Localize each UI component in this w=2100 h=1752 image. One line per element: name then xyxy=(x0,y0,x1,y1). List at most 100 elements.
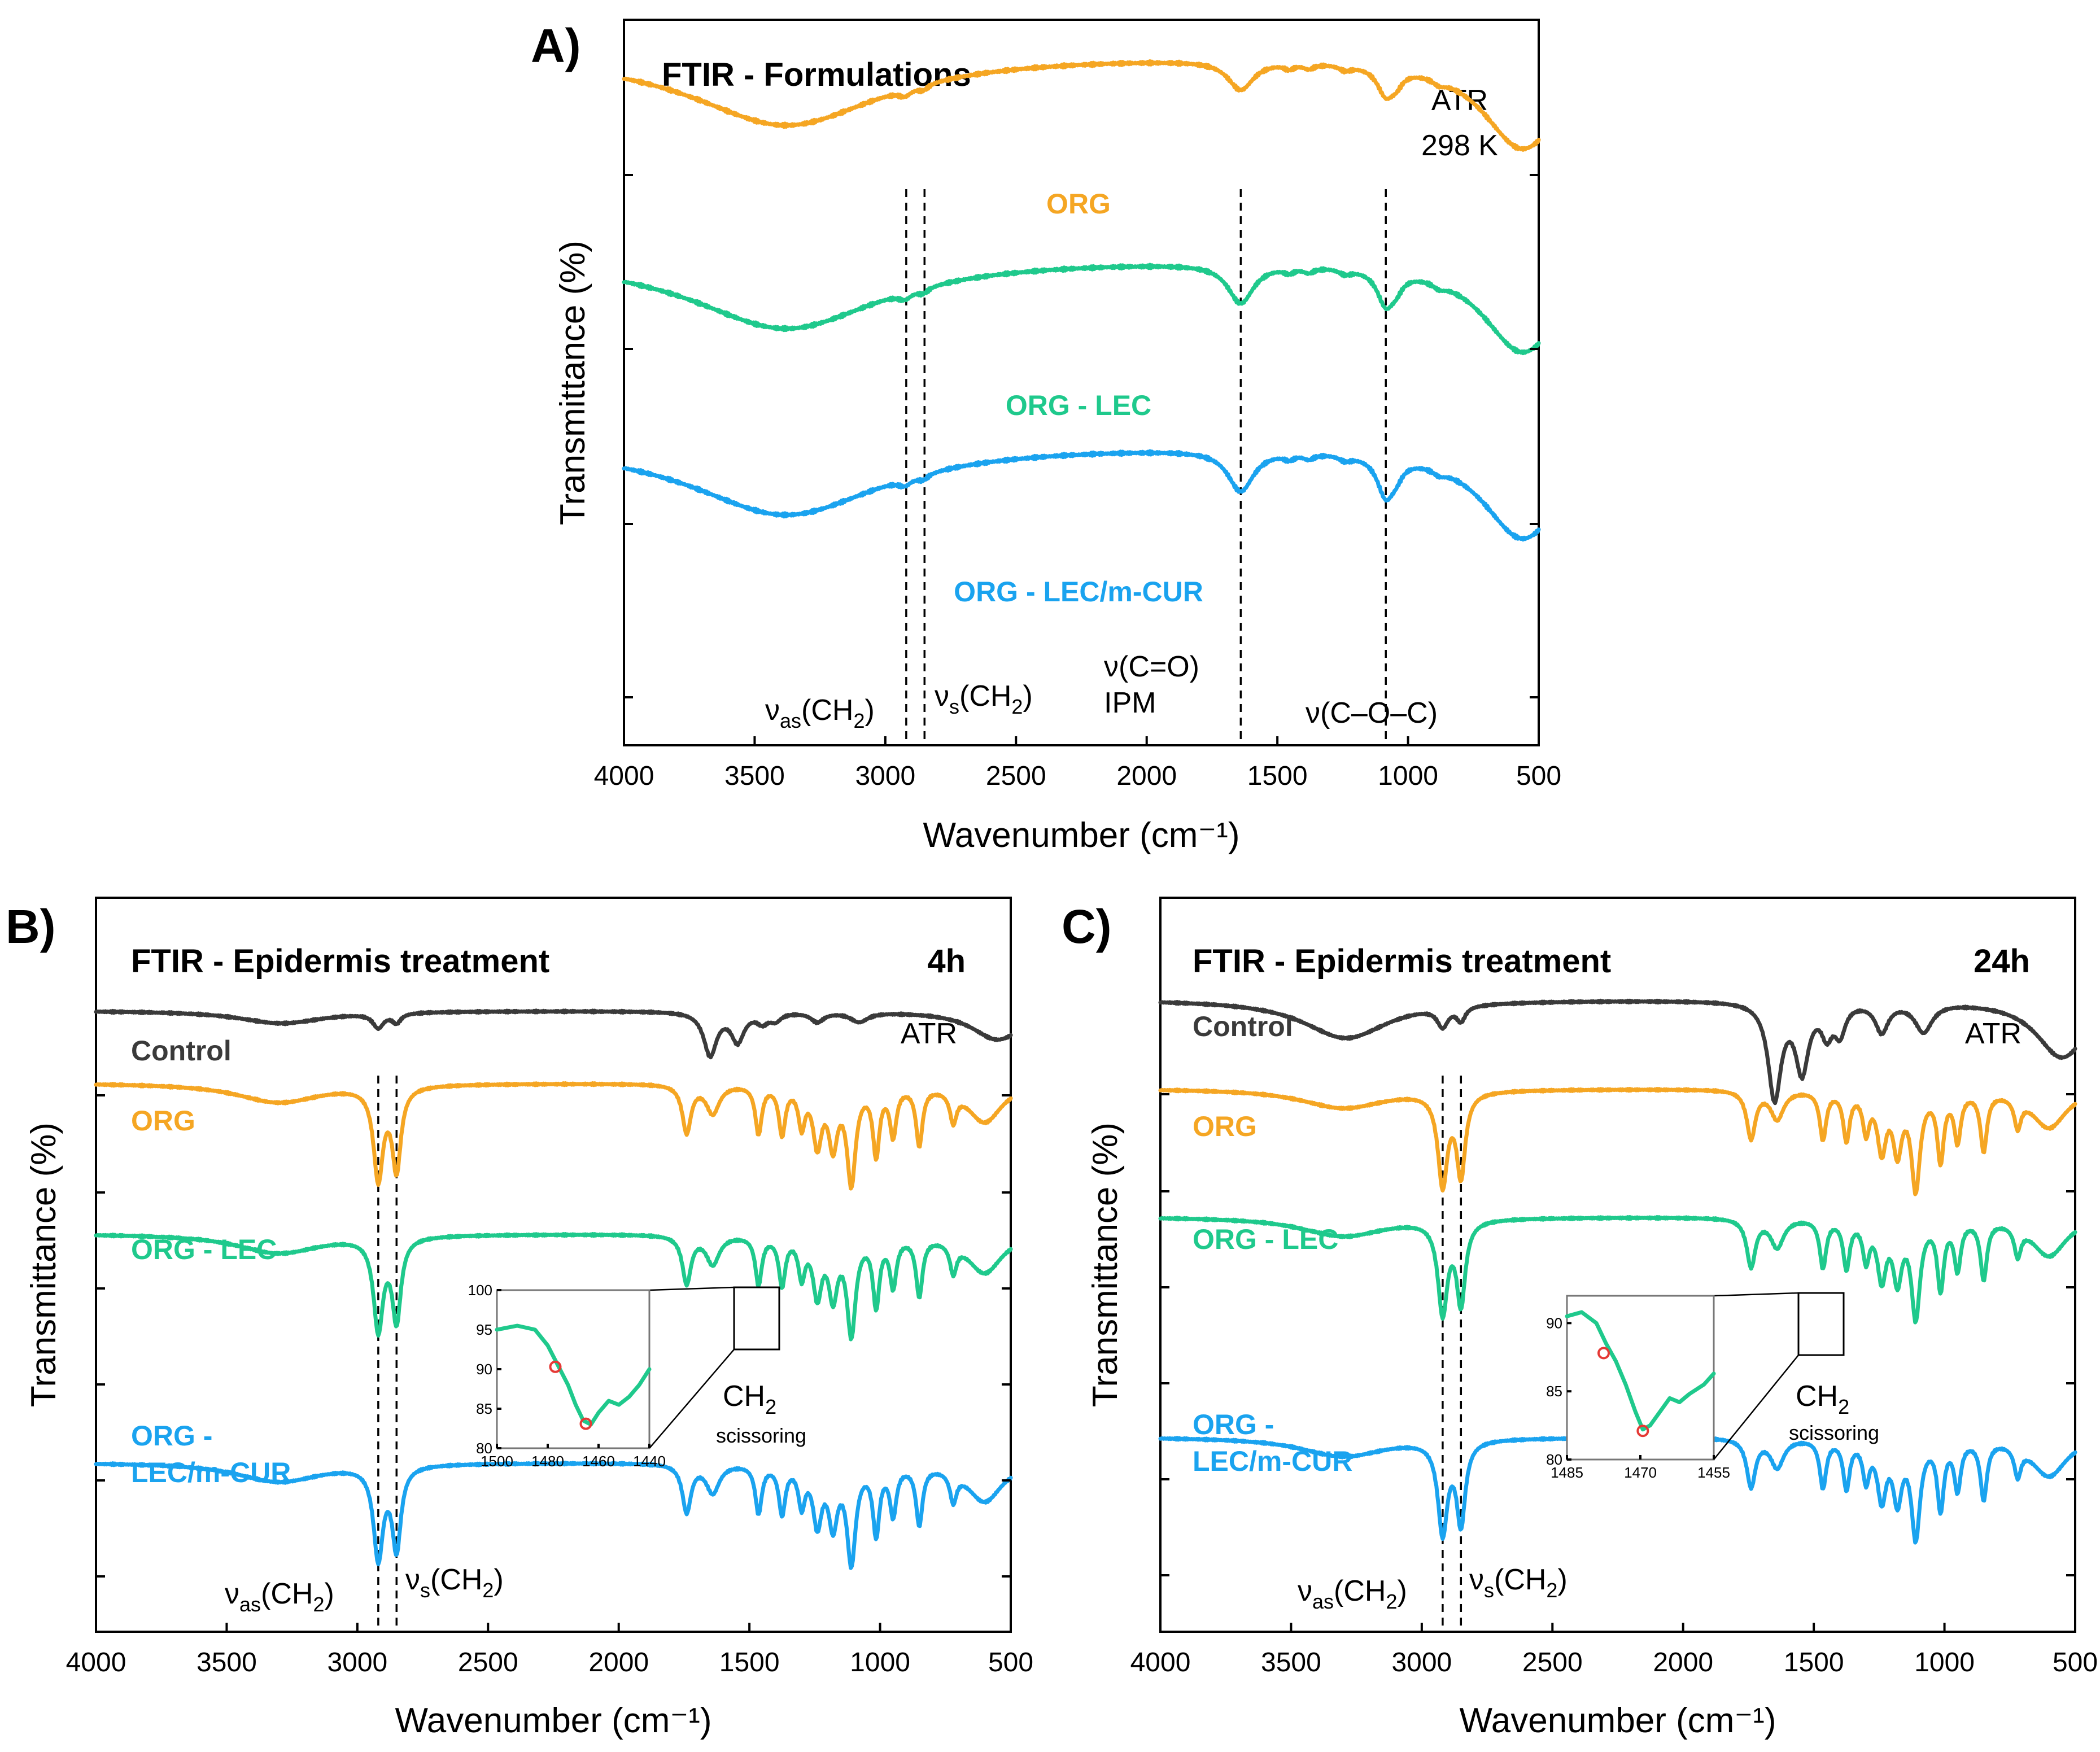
chart-title-a: FTIR - Formulations xyxy=(662,56,971,93)
x-tick-label: 4000 xyxy=(66,1648,126,1677)
chart-title-c: FTIR - Epidermis treatment xyxy=(1193,943,1611,980)
inset-curve xyxy=(1565,1310,1716,1432)
ch-group: (CH xyxy=(261,1578,313,1610)
x-tick-label: 3500 xyxy=(1261,1648,1321,1677)
close-paren: ) xyxy=(324,1578,334,1610)
x-tick-label: 1000 xyxy=(1914,1648,1975,1677)
inset-y-tick-label: 95 xyxy=(476,1321,492,1338)
peak-label-ipm-a: IPM xyxy=(1104,687,1156,719)
x-tick-label: 3000 xyxy=(1391,1648,1452,1677)
nu-symbol: ν xyxy=(1298,1575,1312,1607)
x-tick-label: 2000 xyxy=(1653,1648,1713,1677)
inset-label-scissoring-b: scissoring xyxy=(716,1424,806,1447)
inset-x-tick-label: 1500 xyxy=(481,1453,513,1470)
series-label-org-c: ORG xyxy=(1193,1111,1257,1142)
y-ticks-b xyxy=(96,1094,1011,1578)
peak-label-vco-a: ν(C=O) xyxy=(1104,650,1199,683)
inset-x-tick-label: 1440 xyxy=(633,1453,666,1470)
plot-frame-c xyxy=(1159,897,2076,1633)
x-tick-label: 3500 xyxy=(197,1648,257,1677)
inset-y-tick-label: 85 xyxy=(476,1400,492,1417)
inset-label-ch2-b: CH2 xyxy=(723,1380,776,1418)
y-axis-label-a: Transmittance (%) xyxy=(553,241,592,525)
inset-marker xyxy=(1636,1425,1649,1438)
ch-text: CH xyxy=(723,1380,765,1413)
series-line-org-lec-m-cur xyxy=(94,1461,1013,1570)
inset-b: 80 85 90 95 100 1500 1480 1460 1440 xyxy=(468,1282,780,1470)
series-line-org-lec xyxy=(1158,1215,2077,1325)
curves-a xyxy=(622,59,1541,542)
series-line-org-lec-m-cur xyxy=(622,449,1541,542)
series-label-control-c: Control xyxy=(1193,1011,1293,1042)
inset-x-tick-label: 1455 xyxy=(1697,1464,1730,1481)
panel-letter-b: B) xyxy=(6,900,56,953)
series-line-org-lec xyxy=(622,263,1541,356)
subscript-2: 2 xyxy=(853,709,865,732)
series-line-control xyxy=(1158,998,2077,1106)
subscript-s: s xyxy=(420,1579,430,1602)
inset-marker xyxy=(549,1360,562,1373)
x-tick-label: 1000 xyxy=(850,1648,910,1677)
ch-group: (CH xyxy=(801,694,853,727)
inset-y-tick-label: 85 xyxy=(1546,1383,1562,1400)
series-label-org-lec-c: ORG - LEC xyxy=(1193,1224,1338,1255)
series-line-control xyxy=(94,1008,1013,1060)
x-tick-label: 500 xyxy=(988,1648,1033,1677)
inset-x-tick-label: 1470 xyxy=(1624,1464,1657,1481)
x-tick-label: 2000 xyxy=(588,1648,649,1677)
panel-b: B) FTIR - Epidermis treatment 4h ATR 400… xyxy=(6,897,1033,1740)
zoom-connector xyxy=(1713,1355,1799,1460)
inset-frame xyxy=(1566,1295,1715,1461)
inset-marker xyxy=(1597,1347,1610,1360)
nu-symbol: ν xyxy=(935,680,949,713)
inset-x-tick-label: 1485 xyxy=(1551,1464,1583,1481)
zoom-box xyxy=(733,1286,780,1351)
zoom-connector xyxy=(1713,1292,1799,1297)
subscript-as: as xyxy=(239,1593,261,1616)
subscript-as: as xyxy=(1312,1590,1334,1613)
series-label-org-lec-mcur-a: ORG - LEC/m-CUR xyxy=(954,576,1203,608)
ch-group: (CH xyxy=(1494,1563,1546,1596)
series-label-org-a: ORG xyxy=(1046,188,1111,220)
nu-symbol: ν xyxy=(1469,1563,1484,1596)
x-tick-label: 1500 xyxy=(1247,761,1308,791)
x-axis-label-a: Wavenumber (cm⁻¹) xyxy=(923,816,1240,855)
panel-letter-a: A) xyxy=(531,19,581,72)
subscript-2: 2 xyxy=(765,1395,776,1418)
series-label-org-lec-mcur-b-line1: ORG - xyxy=(131,1420,212,1452)
dashed-lines-a xyxy=(905,189,1387,745)
zoom-connector xyxy=(649,1286,735,1291)
inset-x-tick-label: 1460 xyxy=(582,1453,615,1470)
series-label-org-lec-a: ORG - LEC xyxy=(1006,390,1151,421)
series-label-org-lec-mcur-c-line1: ORG - xyxy=(1193,1409,1274,1440)
plot-frame-a xyxy=(623,19,1540,746)
subscript-s: s xyxy=(1484,1579,1494,1602)
nu-symbol: ν xyxy=(405,1563,420,1596)
x-axis-label-c: Wavenumber (cm⁻¹) xyxy=(1460,1701,1776,1740)
inset-y-tick-label: 90 xyxy=(476,1361,492,1378)
x-tick-label: 4000 xyxy=(1130,1648,1191,1677)
inset-label-ch2-c: CH2 xyxy=(1796,1380,1849,1418)
panel-c: C) FTIR - Epidermis treatment 24h ATR 40… xyxy=(1062,897,2098,1740)
x-axis-label-b: Wavenumber (cm⁻¹) xyxy=(395,1701,712,1740)
series-line-org xyxy=(1158,1087,2077,1196)
close-paren: ) xyxy=(494,1563,503,1596)
close-paren: ) xyxy=(1023,680,1032,713)
series-label-org-lec-mcur-b-line2: LEC/m-CUR xyxy=(131,1457,291,1488)
close-paren: ) xyxy=(1397,1575,1407,1607)
y-ticks-c xyxy=(1160,1093,2075,1576)
inset-y-tick-label: 80 xyxy=(1546,1451,1562,1468)
annotation-atr-b: ATR xyxy=(901,1017,957,1050)
x-tick-label: 3000 xyxy=(327,1648,387,1677)
peak-label-vs-ch2-b: νs(CH2) xyxy=(405,1563,504,1602)
ch-text: CH xyxy=(1796,1380,1838,1413)
close-paren: ) xyxy=(1557,1563,1567,1596)
subscript-as: as xyxy=(780,709,801,732)
annotation-atr-c: ATR xyxy=(1965,1017,2022,1050)
inset-frame xyxy=(496,1289,650,1449)
x-tick-label: 500 xyxy=(2053,1648,2098,1677)
peak-label-vas-ch2-b: νas(CH2) xyxy=(225,1578,334,1616)
close-paren: ) xyxy=(865,694,874,727)
inset-x-tick-label: 1480 xyxy=(531,1453,564,1470)
inset-y-tick-label: 100 xyxy=(468,1282,492,1299)
